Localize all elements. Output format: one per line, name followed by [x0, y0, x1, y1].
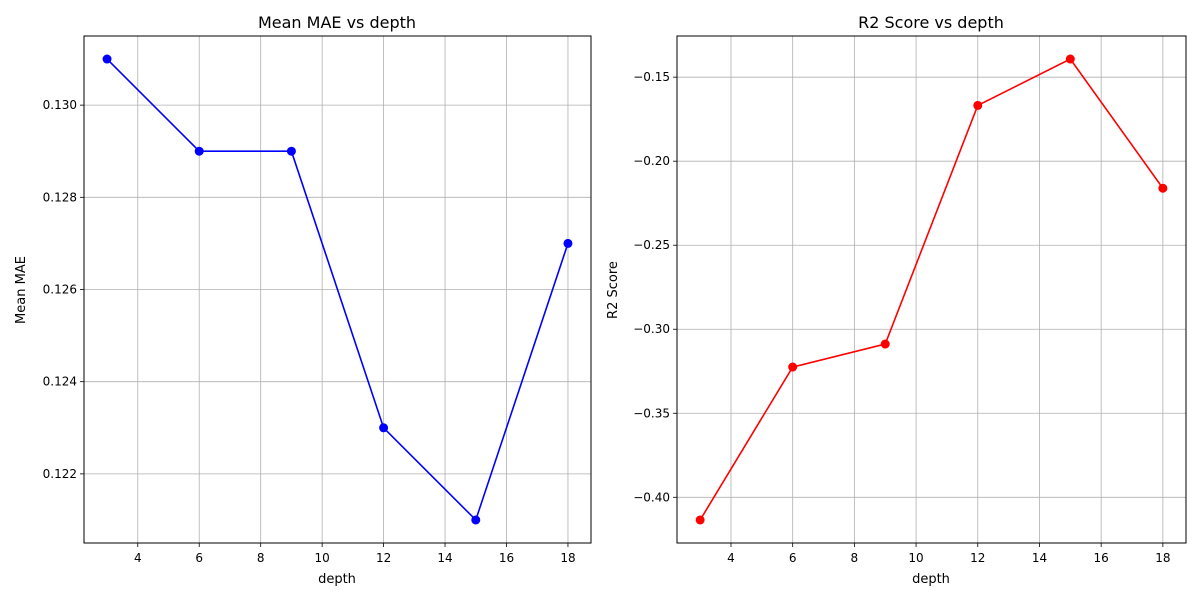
- data-point: [194, 146, 204, 156]
- y-tick-label: 0.130: [43, 98, 77, 112]
- x-tick-label: 18: [560, 551, 575, 565]
- x-tick-label: 18: [1155, 551, 1170, 565]
- data-point: [695, 515, 705, 525]
- data-point: [563, 238, 573, 248]
- x-tick-label: 16: [1094, 551, 1109, 565]
- y-axis-label: Mean MAE: [14, 256, 29, 324]
- x-tick-label: 12: [970, 551, 985, 565]
- x-tick-label: 10: [908, 551, 923, 565]
- x-tick-label: 14: [1032, 551, 1047, 565]
- data-point: [788, 362, 798, 372]
- chart-mean-mae: Mean MAE vs depth depth Mean MAE 4 6 8 10 12…: [14, 13, 592, 587]
- data-point: [973, 100, 983, 110]
- y-axis-label: R2 Score: [606, 261, 621, 319]
- plot-frame: [83, 35, 592, 544]
- chart-r2-score: R2 Score vs depth depth R2 Score 4 6 8 10 12…: [606, 13, 1187, 587]
- x-tick-label: 8: [851, 551, 859, 565]
- x-tick-label: 10: [314, 551, 329, 565]
- data-point: [471, 515, 481, 525]
- grid: [84, 36, 591, 543]
- series-line: [699, 57, 1164, 521]
- data-point: [102, 54, 112, 64]
- data-point: [379, 423, 389, 433]
- y-tick-label: −0.20: [633, 154, 670, 168]
- x-tick-label: 4: [134, 551, 142, 565]
- y-tick-label: −0.30: [633, 322, 670, 336]
- plot-frame: [676, 35, 1187, 544]
- chart-title: R2 Score vs depth: [858, 13, 1004, 32]
- y-tick-label: −0.40: [633, 490, 670, 504]
- data-point: [880, 339, 890, 349]
- y-tick-label: 0.128: [43, 190, 77, 204]
- x-tick-label: 4: [727, 551, 735, 565]
- x-tick-label: 16: [499, 551, 514, 565]
- x-tick-label: 6: [195, 551, 203, 565]
- x-axis-label: depth: [912, 572, 950, 587]
- y-tick-label: −0.35: [633, 406, 670, 420]
- x-tick-label: 8: [257, 551, 265, 565]
- y-tick-label: 0.126: [43, 283, 77, 297]
- x-tick-label: 14: [437, 551, 452, 565]
- x-tick-label: 12: [376, 551, 391, 565]
- data-point: [1158, 183, 1168, 193]
- chart-title: Mean MAE vs depth: [258, 13, 416, 32]
- y-tick-label: −0.25: [633, 238, 670, 252]
- x-tick-label: 6: [789, 551, 797, 565]
- y-tick-label: 0.122: [43, 467, 77, 481]
- data-point: [286, 146, 296, 156]
- y-tick-label: 0.124: [43, 375, 77, 389]
- x-axis-label: depth: [318, 572, 356, 587]
- data-point: [1065, 54, 1075, 64]
- series-line: [106, 58, 569, 522]
- grid: [677, 36, 1186, 543]
- y-tick-label: −0.15: [633, 70, 670, 84]
